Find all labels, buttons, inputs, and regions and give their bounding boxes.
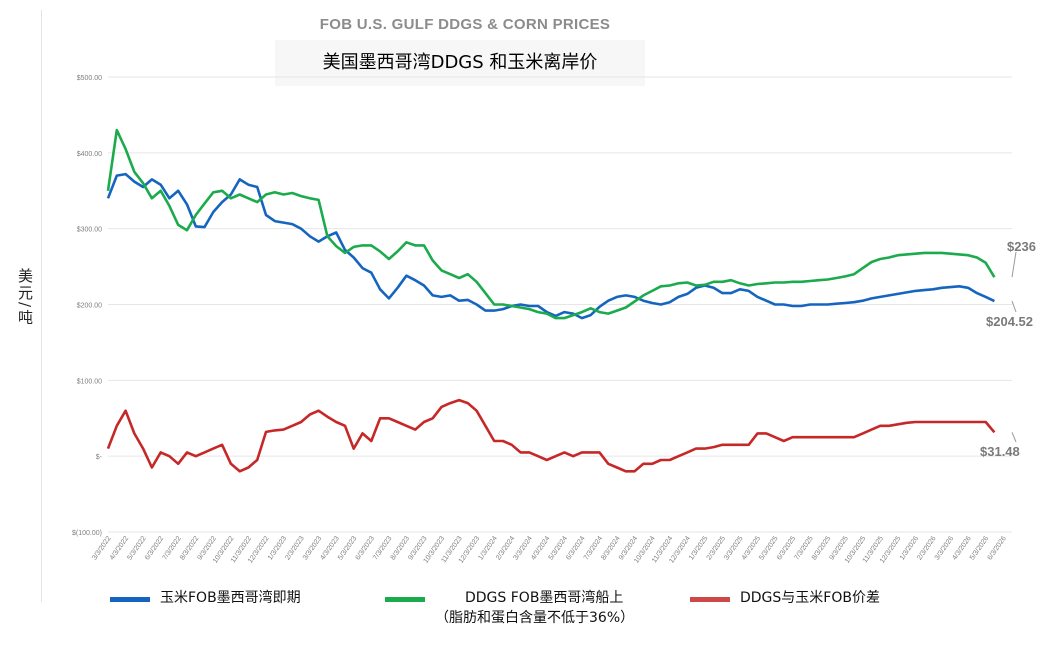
legend-label-ddgs: DDGS FOB墨西哥湾船上 （脂肪和蛋白含量不低于36%） xyxy=(435,588,634,628)
legend-swatch-corn xyxy=(110,597,150,602)
y-tick-label: $100.00 xyxy=(77,378,102,385)
y-tick-label: $(100.00) xyxy=(72,530,102,537)
y-axis-unit-label: 美元/吨 xyxy=(16,268,34,327)
chart-title-cn: 美国墨西哥湾DDGS 和玉米离岸价 xyxy=(275,40,645,86)
x-tick-labels: 3/3/20224/3/20225/3/20226/3/20227/3/2022… xyxy=(91,535,1008,565)
legend-label-spread: DDGS与玉米FOB价差 xyxy=(740,590,880,606)
series-lines xyxy=(106,128,1017,473)
y-tick-labels: $(100.00) $- $100.00 $200.00 $300.00 $400.00 $… xyxy=(72,75,103,537)
y-tick-label: $400.00 xyxy=(77,151,102,158)
price-spread-line xyxy=(106,398,996,473)
legend-label-corn: 玉米FOB墨西哥湾即期 xyxy=(160,590,301,606)
end-label-leader-line xyxy=(1011,432,1017,443)
legend-swatch-spread xyxy=(690,597,730,602)
legend-swatch-ddgs xyxy=(385,597,425,602)
chart-title-en: FOB U.S. GULF DDGS & CORN PRICES xyxy=(319,16,611,33)
grid-lines xyxy=(108,76,1012,533)
end-label-leader-line xyxy=(1011,251,1017,278)
legend-item-corn: 玉米FOB墨西哥湾即期 xyxy=(110,588,301,608)
y-tick-label: $300.00 xyxy=(77,227,102,234)
legend-label-ddgs-note: （脂肪和蛋白含量不低于36%） xyxy=(435,610,635,626)
ddgs-price-line xyxy=(106,128,996,320)
corn-end-value-label: $204.52 xyxy=(986,314,1033,329)
ddgs-end-value-label: $236 xyxy=(1007,239,1036,254)
y-tick-label: $500.00 xyxy=(77,75,102,82)
legend-item-spread: DDGS与玉米FOB价差 xyxy=(690,588,880,608)
corn-price-line xyxy=(106,172,995,320)
y-tick-label: $200.00 xyxy=(77,303,102,310)
legend-item-ddgs: DDGS FOB墨西哥湾船上 （脂肪和蛋白含量不低于36%） xyxy=(385,588,634,628)
spread-end-value-label: $31.48 xyxy=(980,444,1020,459)
y-tick-label: $- xyxy=(96,454,103,461)
legend-label-ddgs-main: DDGS FOB墨西哥湾船上 xyxy=(465,590,624,606)
end-label-leader-line xyxy=(1011,300,1017,313)
chart-frame-line xyxy=(41,10,42,602)
